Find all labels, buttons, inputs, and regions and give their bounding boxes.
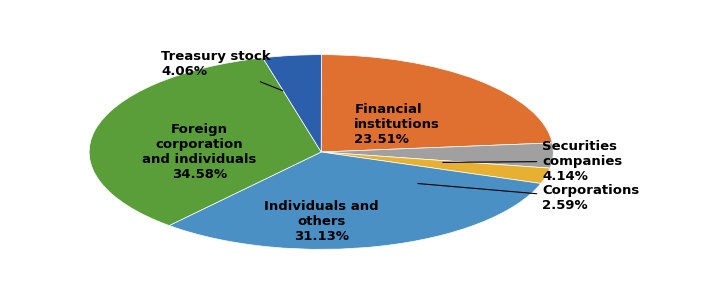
Wedge shape	[169, 152, 541, 249]
Text: Individuals and
others
31.13%: Individuals and others 31.13%	[264, 200, 379, 243]
Wedge shape	[263, 55, 322, 152]
Wedge shape	[321, 143, 553, 168]
Wedge shape	[321, 152, 550, 184]
Text: Securities
companies
4.14%: Securities companies 4.14%	[443, 140, 622, 183]
Text: Financial
institutions
23.51%: Financial institutions 23.51%	[354, 103, 440, 146]
Text: Treasury stock
4.06%: Treasury stock 4.06%	[161, 50, 283, 91]
Text: Foreign
corporation
and individuals
34.58%: Foreign corporation and individuals 34.5…	[143, 123, 257, 181]
Text: Corporations
2.59%: Corporations 2.59%	[418, 184, 640, 213]
Wedge shape	[89, 58, 321, 225]
Wedge shape	[321, 55, 553, 152]
